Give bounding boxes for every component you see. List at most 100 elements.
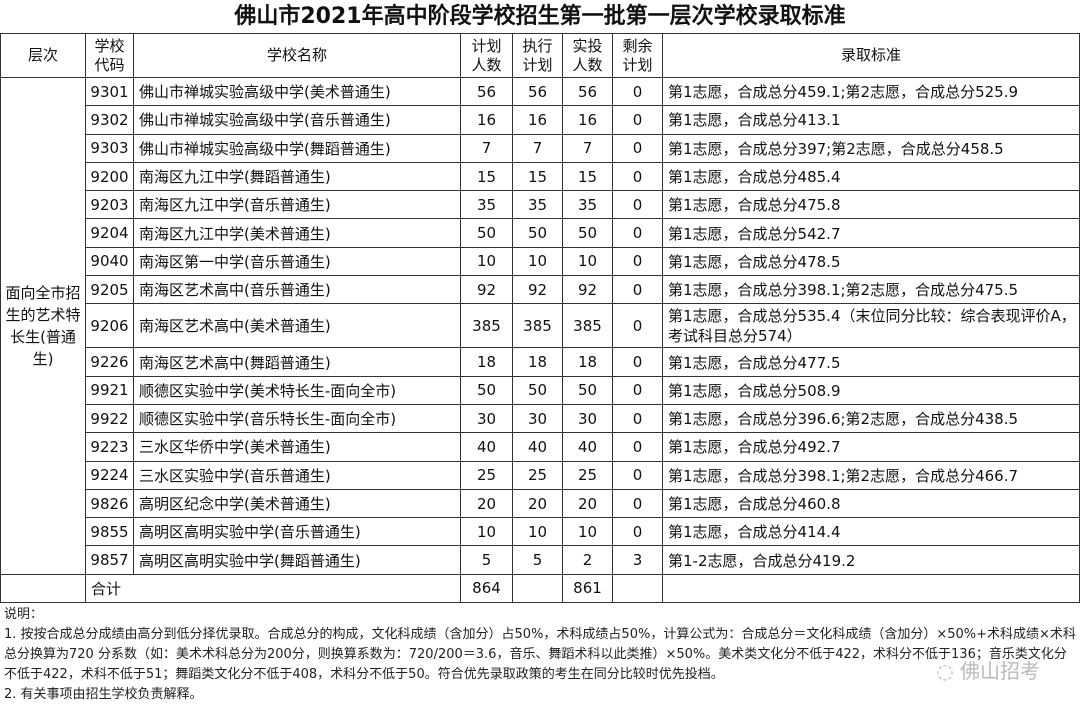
admission-standard: 第1志愿，合成总分396.6;第2志愿，合成总分438.5 xyxy=(662,403,1080,434)
school-code: 9200 xyxy=(85,161,134,192)
admission-standard: 第1志愿，合成总分397;第2志愿，合成总分458.5 xyxy=(662,133,1080,163)
table-row: 9223 三水区华侨中学(美术普通生) 40 40 40 0 第1志愿，合成总分492.7 xyxy=(1,432,1080,462)
plan-count: 7 xyxy=(460,133,513,163)
actual-count: 25 xyxy=(562,460,613,490)
remaining-plan: 0 xyxy=(612,161,663,192)
plan-count: 20 xyxy=(460,488,513,519)
watermark-text: 佛山招考 xyxy=(960,659,1040,683)
school-name: 三水区实验中学(音乐普通生) xyxy=(133,460,461,490)
remaining-plan: 0 xyxy=(612,303,663,349)
admission-standard: 第1志愿，合成总分413.1 xyxy=(662,105,1080,135)
admission-standard: 第1志愿，合成总分478.5 xyxy=(662,246,1080,277)
plan-count: 16 xyxy=(460,105,513,135)
school-name: 南海区九江中学(音乐普通生) xyxy=(133,190,461,220)
school-name: 南海区第一中学(音乐普通生) xyxy=(133,246,461,277)
table-row: 9855 高明区高明实验中学(音乐普通生) 10 10 10 0 第1志愿，合成总分414.… xyxy=(1,517,1080,547)
school-code: 9206 xyxy=(85,303,134,349)
exec-plan: 25 xyxy=(512,460,563,490)
total-label: 合计 xyxy=(85,573,461,604)
admission-standard: 第1志愿，合成总分485.4 xyxy=(662,161,1080,192)
exec-plan: 385 xyxy=(512,303,563,349)
table-row: 9224 三水区实验中学(音乐普通生) 25 25 25 0 第1志愿，合成总分398.1;… xyxy=(1,460,1080,490)
actual-count: 56 xyxy=(562,76,613,107)
school-name: 佛山市禅城实验高级中学(美术普通生) xyxy=(133,76,461,107)
remaining-plan: 0 xyxy=(612,76,663,107)
actual-count: 30 xyxy=(562,403,613,434)
school-name: 南海区九江中学(舞蹈普通生) xyxy=(133,161,461,192)
school-name: 顺德区实验中学(音乐特长生-面向全市) xyxy=(133,403,461,434)
school-code: 9205 xyxy=(85,275,134,305)
admission-standard: 第1志愿，合成总分492.7 xyxy=(662,432,1080,462)
empty-cell xyxy=(662,573,1080,604)
plan-count: 40 xyxy=(460,432,513,462)
admission-standard: 第1志愿，合成总分508.9 xyxy=(662,375,1080,405)
table-row: 9205 南海区艺术高中(音乐普通生) 92 92 92 0 第1志愿，合成总分398.1;… xyxy=(1,275,1080,305)
column-header: 学校代码 xyxy=(85,33,134,78)
school-code: 9302 xyxy=(85,105,134,135)
school-name: 南海区艺术高中(音乐普通生) xyxy=(133,275,461,305)
note-line: 1. 按按合成总分成绩由高分到低分择优录取。合成总分的构成，文化科成绩（含加分）… xyxy=(4,627,1076,683)
plan-count: 10 xyxy=(460,517,513,547)
plan-count: 10 xyxy=(460,246,513,277)
remaining-plan: 0 xyxy=(612,218,663,248)
actual-count: 2 xyxy=(562,545,613,575)
exec-plan: 15 xyxy=(512,161,563,192)
plan-count: 15 xyxy=(460,161,513,192)
exec-plan: 18 xyxy=(512,347,563,377)
actual-count: 35 xyxy=(562,190,613,220)
admission-standard: 第1志愿，合成总分477.5 xyxy=(662,347,1080,377)
exec-plan: 92 xyxy=(512,275,563,305)
admission-standard: 第1志愿，合成总分542.7 xyxy=(662,218,1080,248)
school-code: 9826 xyxy=(85,488,134,519)
category-cell: 面向全市招生的艺术特长生(普通生) xyxy=(0,77,86,575)
remaining-plan: 0 xyxy=(612,403,663,434)
school-name: 南海区艺术高中(美术普通生) xyxy=(133,303,461,349)
school-name: 佛山市禅城实验高级中学(音乐普通生) xyxy=(133,105,461,135)
actual-count: 385 xyxy=(562,303,613,349)
actual-count: 10 xyxy=(562,246,613,277)
empty-cell xyxy=(0,573,86,604)
remaining-plan: 0 xyxy=(612,105,663,135)
school-code: 9301 xyxy=(85,76,134,107)
actual-count: 92 xyxy=(562,275,613,305)
empty-cell xyxy=(512,573,563,604)
table-row: 9826 高明区纪念中学(美术普通生) 20 20 20 0 第1志愿，合成总分460.8 xyxy=(1,488,1080,519)
school-code: 9922 xyxy=(85,403,134,434)
admission-standard: 第1-2志愿，合成总分419.2 xyxy=(662,545,1080,575)
notes: 说明： 1. 按按合成总分成绩由高分到低分择优录取。合成总分的构成，文化科成绩（含… xyxy=(0,603,1080,707)
exec-plan: 20 xyxy=(512,488,563,519)
plan-count: 25 xyxy=(460,460,513,490)
school-name: 高明区高明实验中学(音乐普通生) xyxy=(133,517,461,547)
table-row: 9921 顺德区实验中学(美术特长生-面向全市) 50 50 50 0 第1志愿，合成总分5… xyxy=(1,375,1080,405)
page-title: 佛山市2021年高中阶段学校招生第一批第一层次学校录取标准 xyxy=(234,4,846,29)
table-row: 9040 南海区第一中学(音乐普通生) 10 10 10 0 第1志愿，合成总分478.5 xyxy=(1,246,1080,277)
admission-standard: 第1志愿，合成总分460.8 xyxy=(662,488,1080,519)
total-plan: 864 xyxy=(460,573,513,604)
actual-count: 10 xyxy=(562,517,613,547)
table-row: 9922 顺德区实验中学(音乐特长生-面向全市) 30 30 30 0 第1志愿，合成总分3… xyxy=(1,403,1080,434)
plan-count: 56 xyxy=(460,76,513,107)
exec-plan: 56 xyxy=(512,76,563,107)
school-code: 9040 xyxy=(85,246,134,277)
admission-table: 层次 学校代码 学校名称 计划人数 执行计划 实投人数 剩余计划 录取标准 面向全市招生的艺术… xyxy=(0,33,1080,604)
remaining-plan: 0 xyxy=(612,133,663,163)
school-code: 9855 xyxy=(85,517,134,547)
table-row: 面向全市招生的艺术特长生(普通生) 9301 佛山市禅城实验高级中学(美术普通生) 5… xyxy=(0,76,1080,575)
column-header: 实投人数 xyxy=(562,33,613,78)
admission-standard: 第1志愿，合成总分414.4 xyxy=(662,517,1080,547)
plan-count: 92 xyxy=(460,275,513,305)
exec-plan: 30 xyxy=(512,403,563,434)
school-code: 9223 xyxy=(85,432,134,462)
note-line: 说明： xyxy=(4,607,44,623)
admission-standard: 第1志愿，合成总分459.1;第2志愿，合成总分525.9 xyxy=(662,76,1080,107)
column-header: 学校名称 xyxy=(133,33,461,78)
school-name: 南海区艺术高中(舞蹈普通生) xyxy=(133,347,461,377)
total-row: 合计 864 861 xyxy=(0,573,1080,604)
remaining-plan: 0 xyxy=(612,432,663,462)
plan-count: 35 xyxy=(460,190,513,220)
actual-count: 7 xyxy=(562,133,613,163)
school-code: 9203 xyxy=(85,190,134,220)
actual-count: 16 xyxy=(562,105,613,135)
table-row: 9303 佛山市禅城实验高级中学(舞蹈普通生) 7 7 7 0 第1志愿，合成总分397;第… xyxy=(1,133,1080,163)
remaining-plan: 0 xyxy=(612,517,663,547)
